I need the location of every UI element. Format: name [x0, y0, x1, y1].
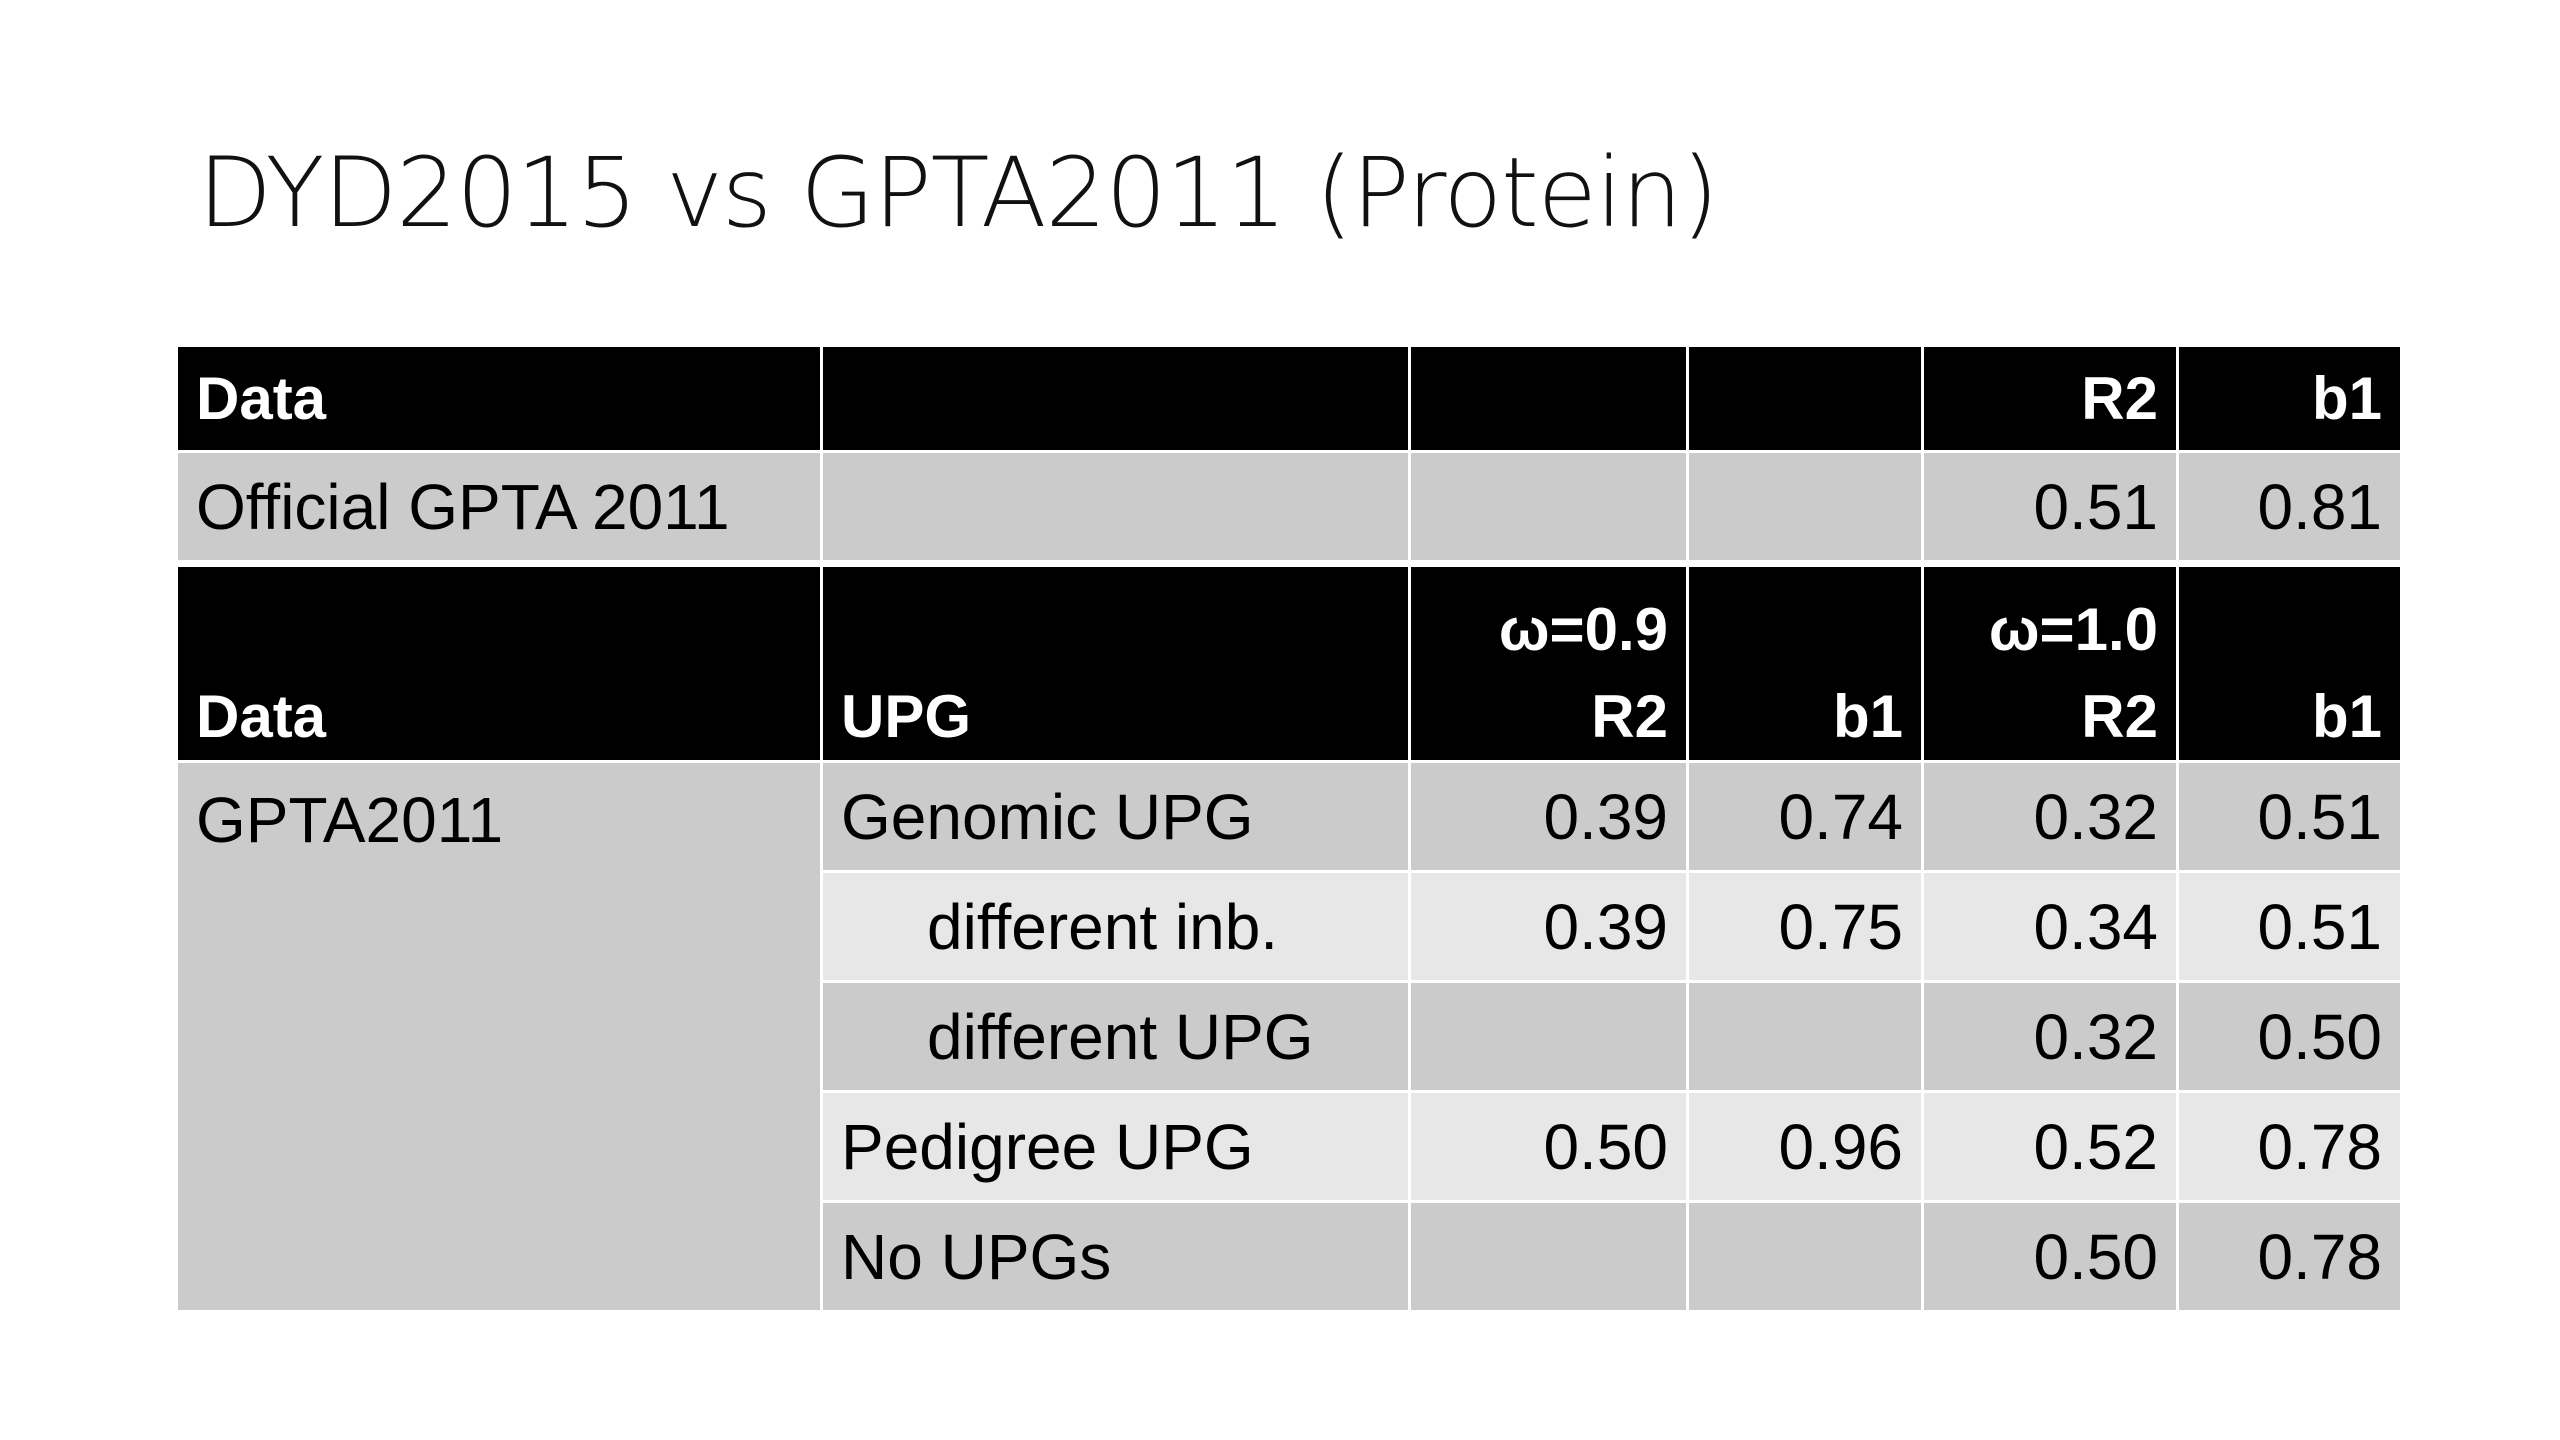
- subheader-w10-b1: b1: [2179, 567, 2400, 763]
- table-row: different UPG 0.32 0.50: [178, 983, 2400, 1093]
- r2-w09-cell: 0.50: [1411, 1093, 1689, 1203]
- table-cell: [1411, 453, 1689, 563]
- b1-w10-cell: 0.78: [2179, 1203, 2400, 1313]
- upg-cell: No UPGs: [823, 1203, 1411, 1313]
- b1-w10-cell: 0.51: [2179, 873, 2400, 983]
- b1-w10-cell: 0.51: [2179, 763, 2400, 873]
- upg-cell: Genomic UPG: [823, 763, 1411, 873]
- b1-w10-cell: 0.50: [2179, 983, 2400, 1093]
- header-cell: [823, 347, 1411, 453]
- r2-w09-cell: [1411, 1203, 1689, 1313]
- r2-w10-cell: 0.50: [1924, 1203, 2179, 1313]
- header-cell: [1689, 347, 1924, 453]
- results-table: Data R2 b1 Official GPTA 2011 0.51 0.81 …: [178, 347, 2400, 1313]
- header-cell-data: Data: [178, 347, 823, 453]
- subheader-w10-label: ω=1.0: [1988, 596, 2158, 663]
- r2-w09-cell: [1411, 983, 1689, 1093]
- r2-w09-cell: 0.39: [1411, 763, 1689, 873]
- upg-cell: different UPG: [823, 983, 1411, 1093]
- table-row-official: Official GPTA 2011 0.51 0.81: [178, 453, 2400, 563]
- table-row: Pedigree UPG 0.50 0.96 0.52 0.78: [178, 1093, 2400, 1203]
- r2-w10-cell: 0.52: [1924, 1093, 2179, 1203]
- b1-w09-cell: [1689, 1203, 1924, 1313]
- upg-cell: different inb.: [823, 873, 1411, 983]
- subheader-w10-r2-cell: ω=1.0 R2: [1924, 567, 2179, 763]
- table-cell: [1689, 453, 1924, 563]
- upg-cell: Pedigree UPG: [823, 1093, 1411, 1203]
- r2-w10-cell: 0.34: [1924, 873, 2179, 983]
- slide-title: DYD2015 vs GPTA2011 (Protein): [198, 137, 1719, 249]
- subheader-w09-b1: b1: [1689, 567, 1924, 763]
- b1-w09-cell: 0.75: [1689, 873, 1924, 983]
- subheader-w09-r2: R2: [1591, 683, 1668, 750]
- table-spacer: [178, 563, 2400, 567]
- table-header-row: Data R2 b1: [178, 347, 2400, 453]
- header-cell-b1: b1: [2179, 347, 2400, 453]
- r2-w10-cell: 0.32: [1924, 763, 2179, 873]
- subheader-w09-r2-cell: ω=0.9 R2: [1411, 567, 1689, 763]
- r2-w09-cell: 0.39: [1411, 873, 1689, 983]
- table-row: No UPGs 0.50 0.78: [178, 1203, 2400, 1313]
- table-subheader-row: Data UPG ω=0.9 R2 b1 ω=1.0 R2 b1: [178, 567, 2400, 763]
- b1-w09-cell: 0.74: [1689, 763, 1924, 873]
- b1-w09-cell: 0.96: [1689, 1093, 1924, 1203]
- subheader-data: Data: [178, 567, 823, 763]
- b1-w09-cell: [1689, 983, 1924, 1093]
- r2-w10-cell: 0.32: [1924, 983, 2179, 1093]
- subheader-w09-label: ω=0.9: [1498, 596, 1668, 663]
- header-cell: [1411, 347, 1689, 453]
- table-row: different inb. 0.39 0.75 0.34 0.51: [178, 873, 2400, 983]
- group-label: GPTA2011: [178, 763, 823, 1313]
- table-row: GPTA2011 Genomic UPG 0.39 0.74 0.32 0.51: [178, 763, 2400, 1313]
- b1-w10-cell: 0.78: [2179, 1093, 2400, 1203]
- table-cell: [823, 453, 1411, 563]
- official-label: Official GPTA 2011: [178, 453, 823, 563]
- header-cell-r2: R2: [1924, 347, 2179, 453]
- subheader-upg: UPG: [823, 567, 1411, 763]
- subheader-w10-r2: R2: [2081, 683, 2158, 750]
- official-r2: 0.51: [1924, 453, 2179, 563]
- official-b1: 0.81: [2179, 453, 2400, 563]
